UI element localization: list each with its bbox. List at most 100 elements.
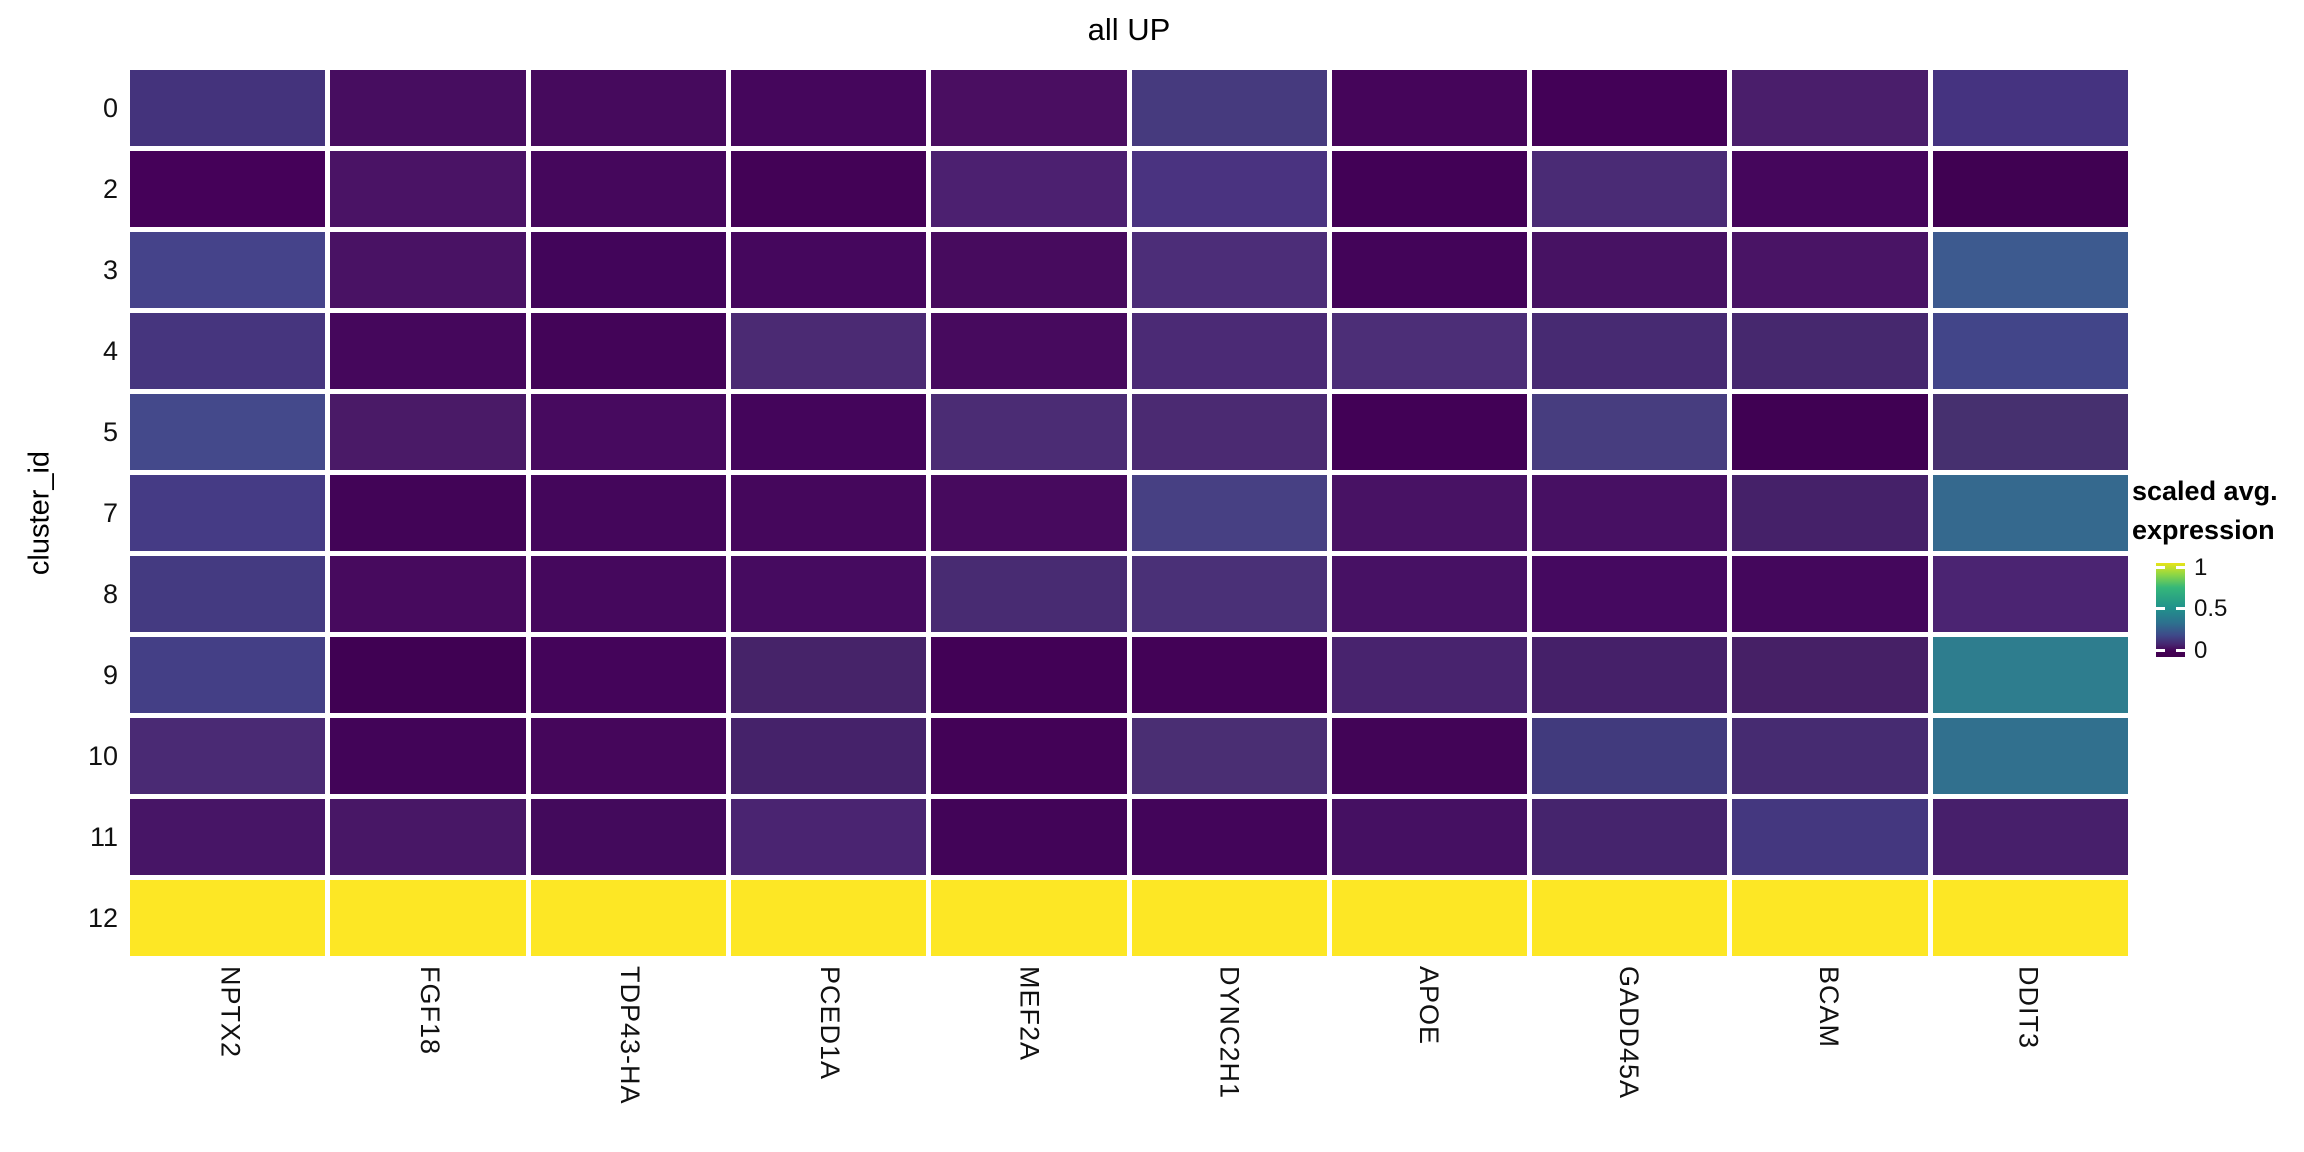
heatmap-cell-5-DDIT3	[1932, 394, 2128, 470]
heatmap-cell-3-PCED1A	[730, 232, 927, 308]
heatmap-cell-4-GADD45A	[1532, 313, 1728, 389]
heatmap-cell-5-DYNC2H1	[1131, 394, 1327, 470]
legend-title-line1: scaled avg.	[2132, 476, 2278, 506]
heatmap-cell-4-DYNC2H1	[1131, 313, 1327, 389]
heatmap-cell-3-DYNC2H1	[1131, 232, 1327, 308]
heatmap-cell-5-BCAM	[1732, 394, 1928, 470]
heatmap-cell-11-PCED1A	[730, 799, 927, 875]
heatmap-cell-9-DDIT3	[1932, 637, 2128, 713]
x-tick-label: TDP43-HA	[614, 966, 645, 1105]
y-tick-label: 2	[102, 173, 118, 204]
heatmap-cell-0-BCAM	[1732, 70, 1928, 146]
heatmap-cell-11-NPTX2	[130, 799, 326, 875]
heatmap-cell-8-DYNC2H1	[1131, 556, 1327, 632]
heatmap-cell-4-FGF18	[330, 313, 526, 389]
heatmap-cell-7-DYNC2H1	[1131, 475, 1327, 551]
legend-tick-label: 1	[2194, 554, 2208, 581]
heatmap-cell-11-APOE	[1331, 799, 1528, 875]
heatmap-cell-8-FGF18	[330, 556, 526, 632]
heatmap-cell-12-GADD45A	[1532, 880, 1728, 956]
heatmap-cell-12-APOE	[1331, 880, 1528, 956]
heatmap-cell-2-DDIT3	[1932, 151, 2128, 227]
y-tick-label: 7	[102, 497, 118, 528]
heatmap-cell-8-APOE	[1331, 556, 1528, 632]
heatmap-cell-10-TDP43-HA	[530, 718, 726, 794]
heatmap-cell-9-DYNC2H1	[1131, 637, 1327, 713]
heatmap-cell-10-GADD45A	[1532, 718, 1728, 794]
x-tick-label: PCED1A	[814, 966, 845, 1081]
heatmap-cell-2-GADD45A	[1532, 151, 1728, 227]
heatmap-cell-9-BCAM	[1732, 637, 1928, 713]
heatmap-cell-5-NPTX2	[130, 394, 326, 470]
heatmap-cell-12-FGF18	[330, 880, 526, 956]
heatmap-cell-7-NPTX2	[130, 475, 326, 551]
heatmap-cell-5-PCED1A	[730, 394, 927, 470]
x-tick-label: DYNC2H1	[1214, 966, 1245, 1100]
y-axis-tick-labels: 0 2 3 4 5 7 8 9 10 11 12	[0, 70, 118, 956]
heatmap-cell-3-APOE	[1331, 232, 1528, 308]
heatmap-cell-7-TDP43-HA	[530, 475, 726, 551]
heatmap-cell-12-BCAM	[1732, 880, 1928, 956]
chart-title: all UP	[1087, 12, 1171, 47]
heatmap-cell-8-PCED1A	[730, 556, 927, 632]
heatmap-cell-2-MEF2A	[931, 151, 1127, 227]
legend-colorbar	[2156, 563, 2185, 657]
heatmap-cell-9-PCED1A	[730, 637, 927, 713]
x-axis-tick-labels: NPTX2 FGF18 TDP43-HA PCED1A MEF2A DYNC2H1 APOE…	[130, 966, 2128, 1146]
heatmap-cell-9-GADD45A	[1532, 637, 1728, 713]
colorbar-tick-mark	[2176, 649, 2185, 652]
heatmap-cell-2-BCAM	[1732, 151, 1928, 227]
heatmap-cell-7-GADD45A	[1532, 475, 1728, 551]
y-tick-label: 11	[89, 821, 118, 852]
heatmap-cell-3-GADD45A	[1532, 232, 1728, 308]
y-tick-label: 4	[102, 335, 118, 366]
heatmap-cell-11-FGF18	[330, 799, 526, 875]
heatmap-cell-11-MEF2A	[931, 799, 1127, 875]
heatmap-cell-8-DDIT3	[1932, 556, 2128, 632]
legend-tick-label: 0.5	[2194, 595, 2228, 622]
x-tick-label: FGF18	[415, 966, 446, 1056]
heatmap-cell-4-DDIT3	[1932, 313, 2128, 389]
colorbar-tick-mark	[2156, 649, 2165, 652]
heatmap-cell-4-APOE	[1331, 313, 1528, 389]
heatmap-cell-2-PCED1A	[730, 151, 927, 227]
heatmap-cell-10-DDIT3	[1932, 718, 2128, 794]
heatmap-cell-8-TDP43-HA	[530, 556, 726, 632]
heatmap-cell-2-FGF18	[330, 151, 526, 227]
heatmap-cell-10-FGF18	[330, 718, 526, 794]
heatmap-cell-10-MEF2A	[931, 718, 1127, 794]
heatmap-cell-10-DYNC2H1	[1131, 718, 1327, 794]
y-tick-label: 0	[102, 92, 118, 123]
y-tick-label: 5	[102, 416, 118, 447]
heatmap-cell-3-BCAM	[1732, 232, 1928, 308]
heatmap-cell-9-NPTX2	[130, 637, 326, 713]
heatmap-cell-9-APOE	[1331, 637, 1528, 713]
heatmap-cell-10-PCED1A	[730, 718, 927, 794]
colorbar-tick-mark	[2156, 566, 2165, 569]
heatmap-cell-9-TDP43-HA	[530, 637, 726, 713]
heatmap-cell-4-BCAM	[1732, 313, 1928, 389]
y-tick-label: 8	[102, 578, 118, 609]
heatmap-cell-4-PCED1A	[730, 313, 927, 389]
heatmap-cell-0-GADD45A	[1532, 70, 1728, 146]
heatmap-cell-0-NPTX2	[130, 70, 326, 146]
legend-title-line2: expression	[2132, 515, 2275, 545]
heatmap-cell-4-TDP43-HA	[530, 313, 726, 389]
heatmap-cell-0-FGF18	[330, 70, 526, 146]
heatmap-cell-3-NPTX2	[130, 232, 326, 308]
heatmap-cell-12-PCED1A	[730, 880, 927, 956]
heatmap-cell-12-MEF2A	[931, 880, 1127, 956]
heatmap-cell-5-APOE	[1331, 394, 1528, 470]
y-tick-label: 3	[102, 254, 118, 285]
heatmap-cell-0-TDP43-HA	[530, 70, 726, 146]
heatmap-cell-8-GADD45A	[1532, 556, 1728, 632]
heatmap-cell-2-DYNC2H1	[1131, 151, 1327, 227]
heatmap-cell-8-MEF2A	[931, 556, 1127, 632]
heatmap-cell-11-DYNC2H1	[1131, 799, 1327, 875]
heatmap-cell-10-APOE	[1331, 718, 1528, 794]
x-tick-label: MEF2A	[1014, 966, 1045, 1062]
heatmap-cell-0-DYNC2H1	[1131, 70, 1327, 146]
x-tick-label: NPTX2	[215, 966, 246, 1059]
colorbar-tick-mark	[2176, 607, 2185, 610]
